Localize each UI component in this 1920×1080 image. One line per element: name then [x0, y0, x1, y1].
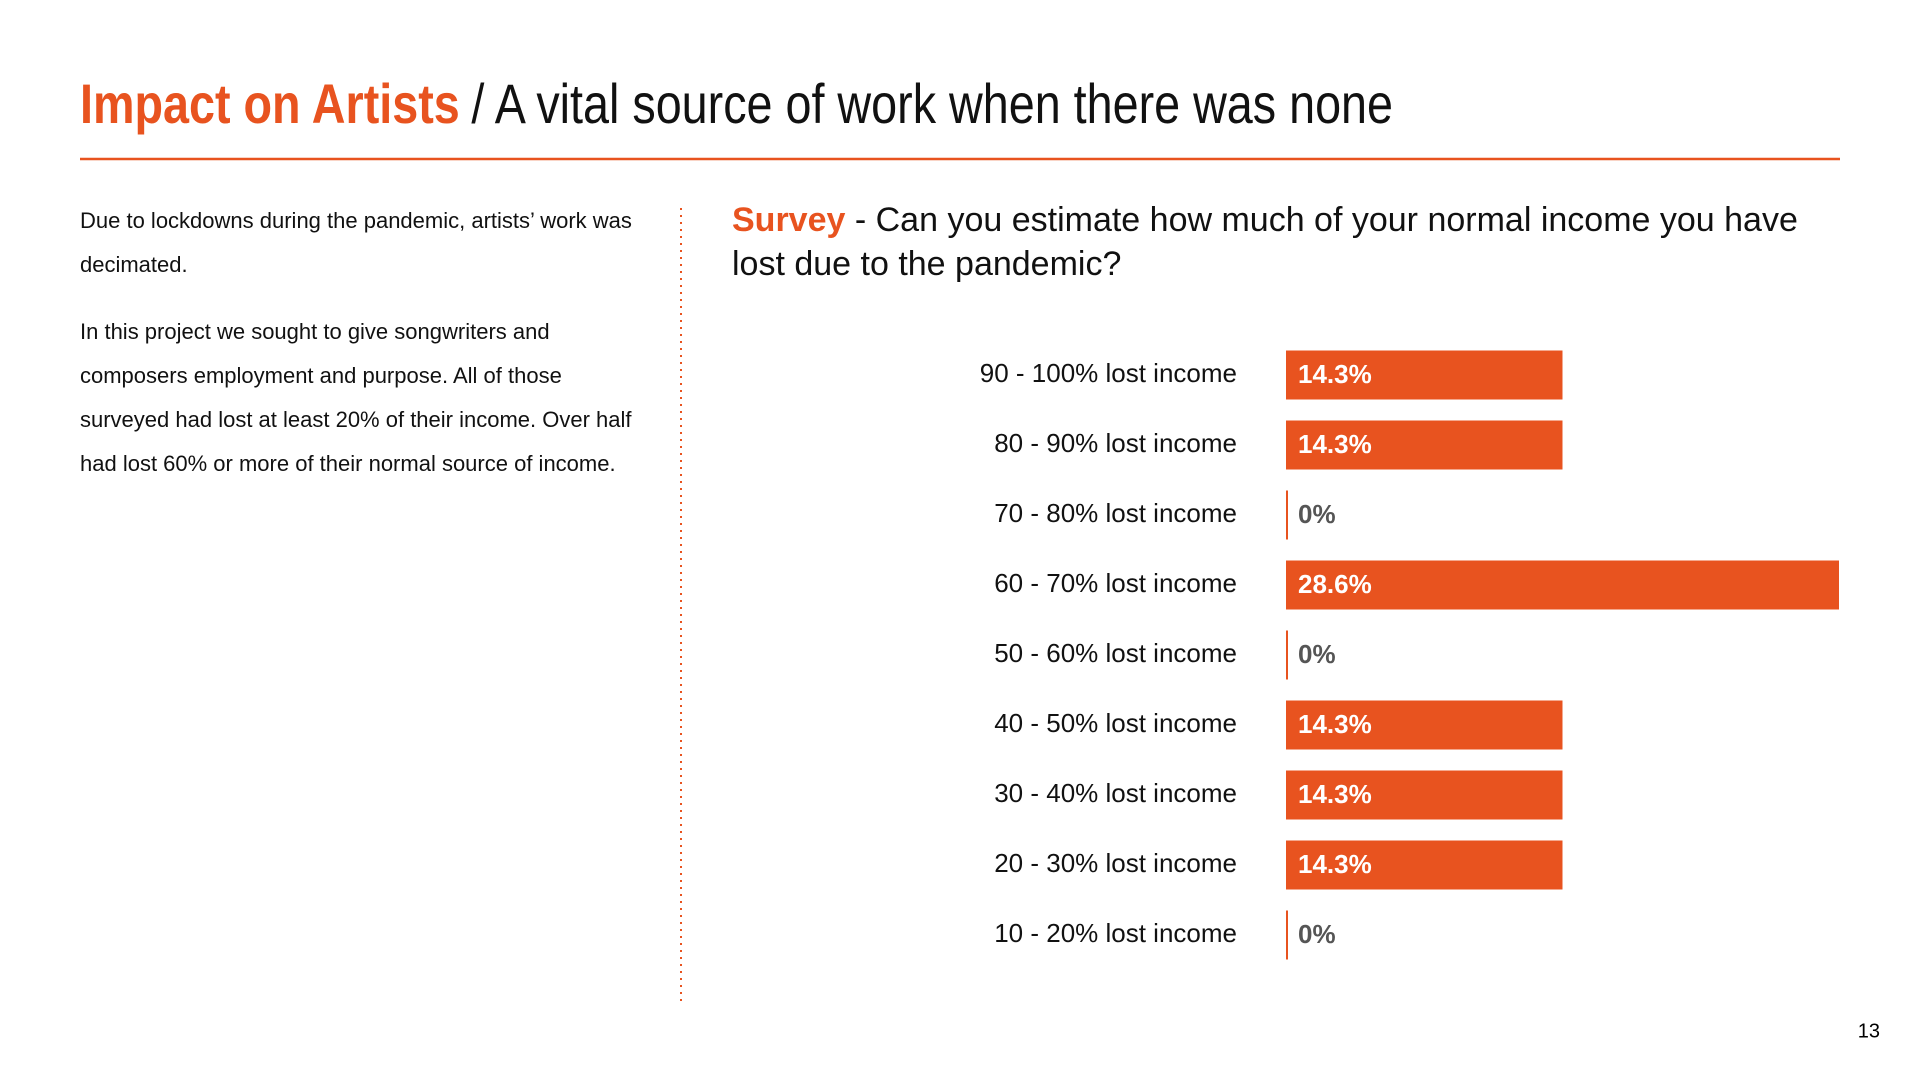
category-label: 30 - 40% lost income [994, 778, 1237, 808]
category-label: 40 - 50% lost income [994, 708, 1237, 738]
title-highlight: Impact on Artists [80, 72, 460, 135]
value-label: 14.3% [1298, 359, 1372, 389]
chart-heading: Survey - Can you estimate how much of yo… [732, 198, 1842, 286]
value-label: 14.3% [1298, 429, 1372, 459]
bar [1286, 770, 1563, 820]
value-label: 14.3% [1298, 779, 1372, 809]
chart-label: Survey [732, 201, 846, 239]
bar [1286, 560, 1839, 610]
category-label: 50 - 60% lost income [994, 638, 1237, 668]
category-label: 60 - 70% lost income [994, 568, 1237, 598]
category-label: 80 - 90% lost income [994, 428, 1237, 458]
title-text: / A vital source of work when there was … [471, 72, 1393, 135]
category-label: 10 - 20% lost income [994, 918, 1237, 948]
bar [1286, 490, 1288, 540]
bar [1286, 350, 1563, 400]
paragraph: Due to lockdowns during the pandemic, ar… [80, 208, 632, 277]
bar [1286, 840, 1563, 890]
value-label: 14.3% [1298, 849, 1372, 879]
category-label: 70 - 80% lost income [994, 498, 1237, 528]
slide-title: Impact on Artists/ A vital source of wor… [80, 72, 1393, 135]
value-label: 28.6% [1298, 569, 1372, 599]
bar [1286, 910, 1288, 960]
page-number: 13 [1858, 1020, 1880, 1042]
bar [1286, 700, 1563, 750]
bar [1286, 630, 1288, 680]
category-label: 90 - 100% lost income [980, 358, 1237, 388]
value-label: 0% [1298, 639, 1336, 669]
paragraph: In this project we sought to give songwr… [80, 319, 632, 476]
value-label: 0% [1298, 919, 1336, 949]
category-label: 20 - 30% lost income [994, 848, 1237, 878]
value-label: 14.3% [1298, 709, 1372, 739]
chart-title: - Can you estimate how much of your norm… [732, 201, 1798, 283]
bar [1286, 420, 1563, 470]
value-label: 0% [1298, 499, 1336, 529]
